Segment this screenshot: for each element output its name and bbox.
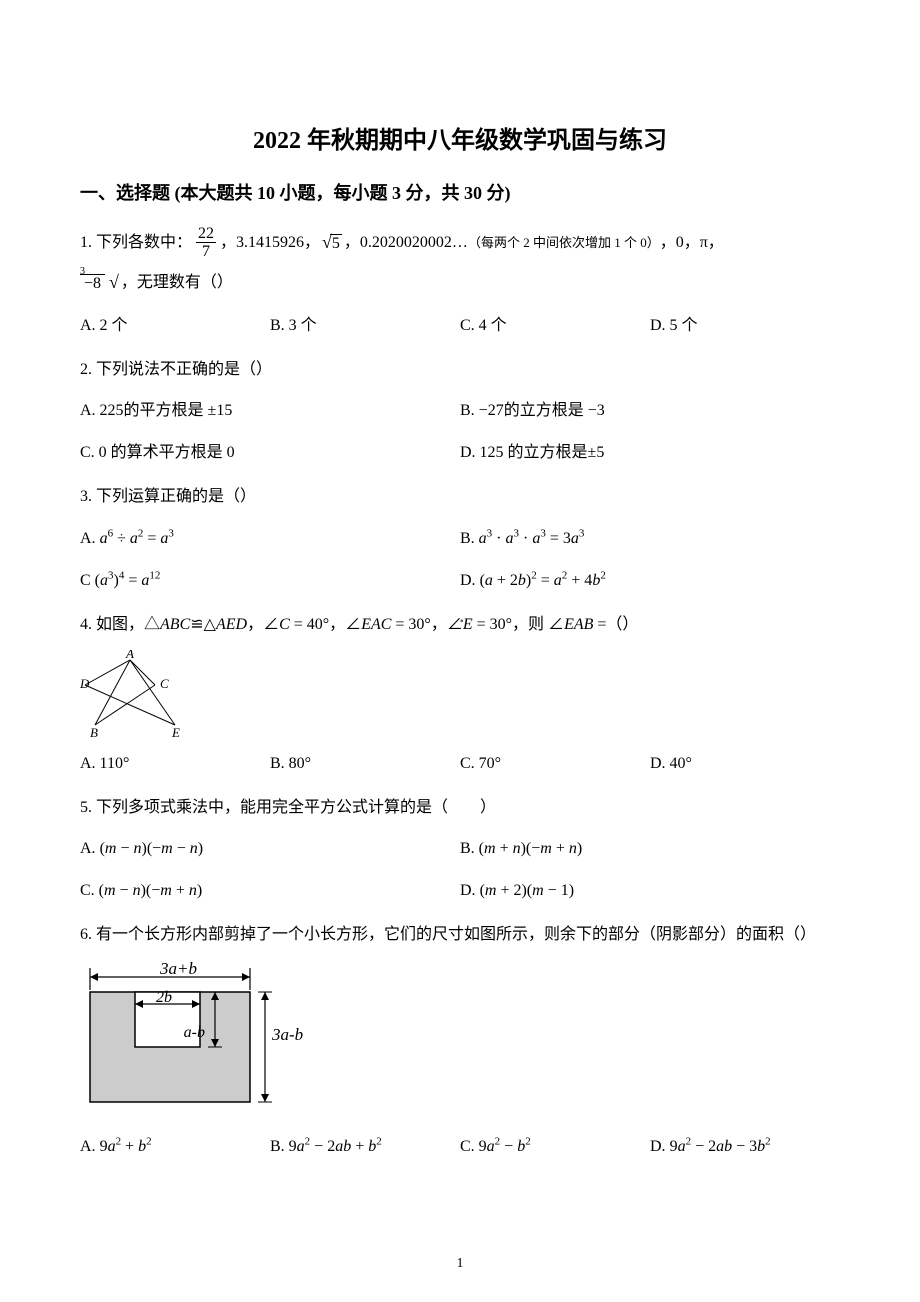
q1-fraction: 22 7: [196, 225, 216, 261]
q3-options-2: C (a3)4 = a12 D. (a + 2b)2 = a2 + 4b2: [80, 565, 840, 597]
q6-label-inner-w: 2b: [156, 989, 172, 1006]
q1-v2: ，3.1415926，: [220, 225, 320, 260]
q5-opt-d: D. (m + 2)(m − 1): [460, 875, 840, 907]
q3-options-1: A. a6 ÷ a2 = a3 B. a3 · a3 · a3 = 3a3: [80, 523, 840, 555]
page-number: 1: [457, 1256, 464, 1272]
q4-opt-c: C. 70°: [460, 748, 650, 780]
q1-v3: ，0.2020020002…: [344, 225, 468, 260]
q2-opt-b: B. −27的立方根是 −3: [460, 395, 840, 427]
question-5: 5. 下列多项式乘法中，能用完全平方公式计算的是（ ）: [80, 790, 840, 825]
q1-prefix: 1. 下列各数中：: [80, 225, 192, 260]
center-dot: ▪: [460, 616, 464, 627]
q1-cbrt: 3−8: [82, 263, 119, 303]
q1-opt-c: C. 4 个: [460, 310, 650, 342]
q1-tail: ，无理数有（）: [121, 265, 233, 300]
q1-options: A. 2 个 B. 3 个 C. 4 个 D. 5 个: [80, 310, 840, 342]
label-A: A: [125, 650, 134, 661]
label-B: B: [90, 725, 98, 740]
q5-opt-a: A. (m − n)(−m − n): [80, 833, 460, 865]
page-title: 2022 年秋期期中八年级数学巩固与练习: [80, 120, 840, 155]
q5-opt-c: C. (m − n)(−m + n): [80, 875, 460, 907]
q6-opt-c: C. 9a2 − b2: [460, 1131, 650, 1163]
q2-opt-d: D. 125 的立方根是±5: [460, 437, 840, 469]
q1-note: （每两个 2 中间依次增加 1 个 0）: [468, 229, 660, 258]
q6-figure: 3a+b 2b a-b 3a-b: [80, 962, 840, 1117]
q2-opt-a: A. 225的平方根是 ±15: [80, 395, 460, 427]
question-2: 2. 下列说法不正确的是（）: [80, 352, 840, 387]
q6-opt-b: B. 9a2 − 2ab + b2: [270, 1131, 460, 1163]
q1-opt-a: A. 2 个: [80, 310, 270, 342]
q6-opt-d: D. 9a2 − 2ab − 3b2: [650, 1131, 840, 1163]
q6-options: A. 9a2 + b2 B. 9a2 − 2ab + b2 C. 9a2 − b…: [80, 1131, 840, 1163]
q3-opt-c: C (a3)4 = a12: [80, 565, 460, 597]
section-header: 一、选择题 (本大题共 10 小题，每小题 3 分，共 30 分): [80, 179, 840, 205]
question-6: 6. 有一个长方形内部剪掉了一个小长方形，它们的尺寸如图所示，则余下的部分（阴影…: [80, 917, 840, 952]
q6-opt-a: A. 9a2 + b2: [80, 1131, 270, 1163]
q2-options-2: C. 0 的算术平方根是 0 D. 125 的立方根是±5: [80, 437, 840, 469]
q1-opt-d: D. 5 个: [650, 310, 840, 342]
q4-options: A. 110° B. 80° C. 70° D. 40°: [80, 748, 840, 780]
q2-opt-c: C. 0 的算术平方根是 0: [80, 437, 460, 469]
question-3: 3. 下列运算正确的是（）: [80, 479, 840, 514]
q5-options-2: C. (m − n)(−m + n) D. (m + 2)(m − 1): [80, 875, 840, 907]
label-C: C: [160, 676, 169, 691]
q4-opt-a: A. 110°: [80, 748, 270, 780]
label-E: E: [171, 725, 180, 740]
q1-opt-b: B. 3 个: [270, 310, 460, 342]
q4-opt-d: D. 40°: [650, 748, 840, 780]
q6-label-right: 3a-b: [271, 1025, 303, 1044]
q5-opt-b: B. (m + n)(−m + n): [460, 833, 840, 865]
q1-v4: ，0，π，: [660, 225, 724, 260]
label-D: D: [80, 676, 90, 691]
q6-label-top: 3a+b: [159, 962, 197, 978]
question-1: 1. 下列各数中： 22 7 ，3.1415926， 5 ，0.20200200…: [80, 223, 840, 302]
q3-opt-a: A. a6 ÷ a2 = a3: [80, 523, 460, 555]
q6-label-inner-h: a-b: [184, 1024, 205, 1041]
q2-options-1: A. 225的平方根是 ±15 B. −27的立方根是 −3: [80, 395, 840, 427]
q4-opt-b: B. 80°: [270, 748, 460, 780]
q3-opt-d: D. (a + 2b)2 = a2 + 4b2: [460, 565, 840, 597]
q4-figure: A D C B E: [80, 650, 200, 740]
q3-opt-b: B. a3 · a3 · a3 = 3a3: [460, 523, 840, 555]
q5-options-1: A. (m − n)(−m − n) B. (m + n)(−m + n): [80, 833, 840, 865]
q1-sqrt: 5: [322, 223, 342, 263]
